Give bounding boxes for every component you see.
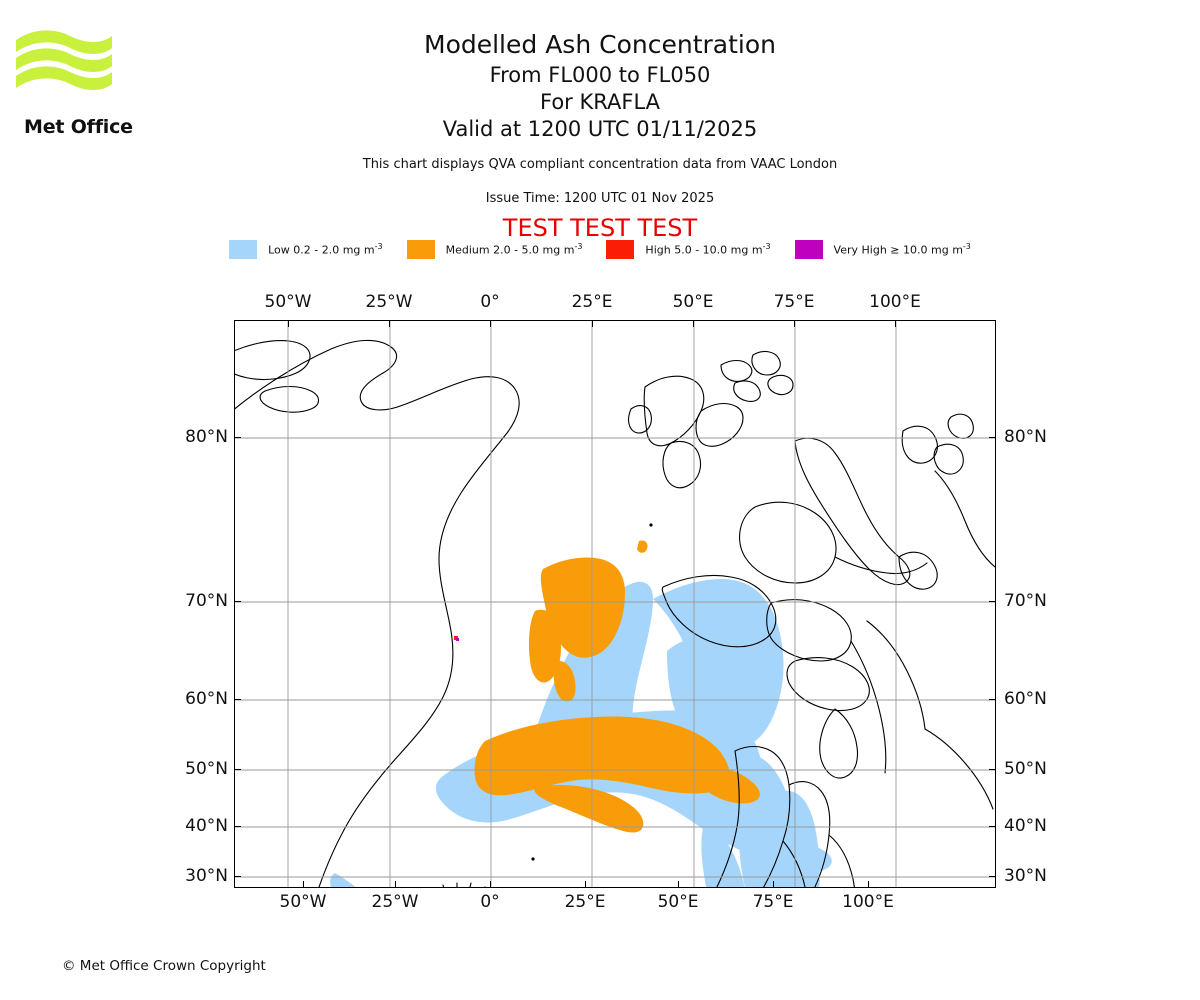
lon-tick-bottom--50 [303,881,304,888]
lon-tick-bottom--25 [395,881,396,888]
lon-label-bottom-100: 100°E [842,892,894,912]
lat-tick-right-30 [989,876,996,877]
flight-level-range: From FL000 to FL050 [489,63,711,87]
legend-swatch-medium [406,240,435,259]
valid-time: Valid at 1200 UTC 01/11/2025 [442,117,758,141]
lat-label-right-30: 30°N [1004,866,1047,886]
lat-label-right-50: 50°N [1004,759,1047,779]
lon-tick-top-25 [592,320,593,327]
lon-tick-bottom-75 [773,881,774,888]
lon-label-top--25: 25°W [365,292,413,312]
lat-tick-right-60 [989,699,996,700]
lat-label-left-30: 30°N [185,866,228,886]
lon-label-bottom--25: 25°W [371,892,419,912]
lat-tick-left-60 [234,699,241,700]
lon-label-top-75: 75°E [773,292,815,312]
map-canvas [235,321,995,887]
legend-swatch-very-high [794,240,823,259]
ash-concentration-map [234,320,996,888]
qva-disclaimer: This chart displays QVA compliant concen… [362,157,838,172]
lon-label-top-100: 100°E [869,292,921,312]
lon-tick-top-75 [794,320,795,327]
lat-tick-right-40 [989,826,996,827]
legend-label-high: High 5.0 - 10.0 mg m-3 [645,242,771,257]
issue-time: Issue Time: 1200 UTC 01 Nov 2025 [485,191,715,206]
legend-item-high: High 5.0 - 10.0 mg m-3 [606,240,771,259]
ash-plume-medium [474,540,760,833]
coastlines [235,339,995,887]
met-office-logo: Met Office [12,26,152,138]
lat-tick-left-40 [234,826,241,827]
lat-tick-right-80 [989,437,996,438]
lon-label-top-50: 50°E [672,292,714,312]
lon-tick-top-0 [490,320,491,327]
lon-label-bottom-50: 50°E [657,892,699,912]
legend-label-very-high: Very High ≥ 10.0 mg m-3 [833,242,971,257]
concentration-legend: Low 0.2 - 2.0 mg m-3 Medium 2.0 - 5.0 mg … [0,240,1200,259]
lat-label-left-60: 60°N [185,689,228,709]
lat-label-left-40: 40°N [185,816,228,836]
legend-swatch-high [606,240,635,259]
legend-label-medium: Medium 2.0 - 5.0 mg m-3 [445,242,583,257]
lon-tick-bottom-100 [868,881,869,888]
lon-label-top--50: 50°W [264,292,312,312]
lon-tick-top-100 [895,320,896,327]
lat-label-right-80: 80°N [1004,427,1047,447]
lon-tick-bottom-0 [490,881,491,888]
legend-swatch-low [229,240,258,259]
lat-label-right-60: 60°N [1004,689,1047,709]
graticule [235,321,995,887]
page-title: Modelled Ash Concentration [424,30,776,59]
lat-label-right-40: 40°N [1004,816,1047,836]
lon-tick-top--25 [389,320,390,327]
legend-label-low: Low 0.2 - 2.0 mg m-3 [268,242,383,257]
lon-tick-bottom-50 [678,881,679,888]
lon-tick-bottom-25 [585,881,586,888]
lon-label-top-25: 25°E [571,292,613,312]
lon-tick-top-50 [693,320,694,327]
lat-label-right-70: 70°N [1004,591,1047,611]
met-office-wordmark: Met Office [24,116,133,138]
legend-item-low: Low 0.2 - 2.0 mg m-3 [229,240,383,259]
lat-label-left-70: 70°N [185,591,228,611]
lon-label-bottom--50: 50°W [279,892,327,912]
lon-tick-top--50 [288,320,289,327]
lat-tick-left-50 [234,769,241,770]
volcano-name: For KRAFLA [540,90,660,114]
lat-label-left-50: 50°N [185,759,228,779]
lon-label-bottom-25: 25°E [564,892,606,912]
lat-tick-right-50 [989,769,996,770]
lat-tick-left-30 [234,876,241,877]
lon-label-top-0: 0° [480,292,500,312]
volcano-source-marker [454,636,459,641]
test-banner: TEST TEST TEST [502,214,698,242]
legend-item-medium: Medium 2.0 - 5.0 mg m-3 [406,240,583,259]
lat-tick-left-80 [234,437,241,438]
lat-tick-right-70 [989,601,996,602]
lat-label-left-80: 80°N [185,427,228,447]
lon-label-bottom-75: 75°E [752,892,794,912]
met-office-wave-mark [16,30,112,90]
lat-tick-left-70 [234,601,241,602]
copyright-notice: © Met Office Crown Copyright [62,958,266,974]
legend-item-very-high: Very High ≥ 10.0 mg m-3 [794,240,971,259]
lon-label-bottom-0: 0° [480,892,500,912]
